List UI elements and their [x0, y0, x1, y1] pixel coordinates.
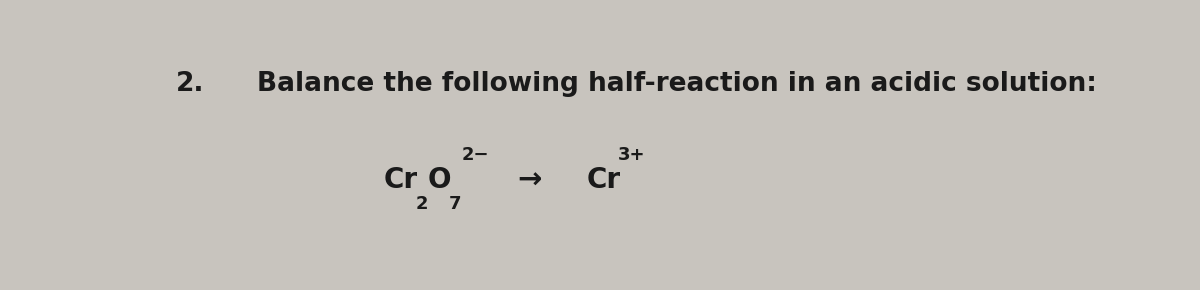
Text: O: O	[427, 166, 451, 195]
Text: Cr: Cr	[384, 166, 418, 195]
Text: 2−: 2−	[462, 146, 490, 164]
Text: Balance the following half-reaction in an acidic solution:: Balance the following half-reaction in a…	[257, 71, 1097, 97]
Text: 3+: 3+	[618, 146, 646, 164]
Text: 2.: 2.	[176, 71, 204, 97]
Text: Cr: Cr	[587, 166, 620, 195]
Text: 7: 7	[449, 195, 461, 213]
Text: →: →	[517, 166, 541, 195]
Text: 2: 2	[415, 195, 427, 213]
